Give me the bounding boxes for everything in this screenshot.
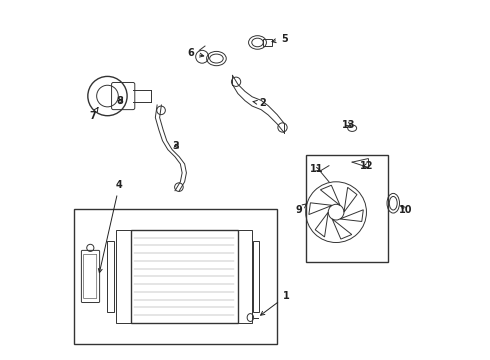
Bar xyxy=(306,155,388,262)
Bar xyxy=(238,230,252,323)
Text: 13: 13 xyxy=(342,120,355,130)
Text: 12: 12 xyxy=(360,161,373,171)
Text: 1: 1 xyxy=(261,291,290,315)
Text: 9: 9 xyxy=(295,203,307,215)
Text: 3: 3 xyxy=(172,141,179,151)
Text: 2: 2 xyxy=(253,98,266,108)
Bar xyxy=(263,39,272,46)
Bar xyxy=(131,230,238,323)
Text: 5: 5 xyxy=(272,34,288,44)
Text: 8: 8 xyxy=(117,96,123,107)
Bar xyxy=(74,208,277,344)
Text: 4: 4 xyxy=(98,180,122,273)
Bar xyxy=(253,241,259,312)
Bar xyxy=(107,241,114,312)
Bar xyxy=(117,230,131,323)
Text: 10: 10 xyxy=(399,205,413,215)
Text: 6: 6 xyxy=(187,48,204,58)
Text: 11: 11 xyxy=(310,164,323,174)
Text: 7: 7 xyxy=(89,108,98,121)
